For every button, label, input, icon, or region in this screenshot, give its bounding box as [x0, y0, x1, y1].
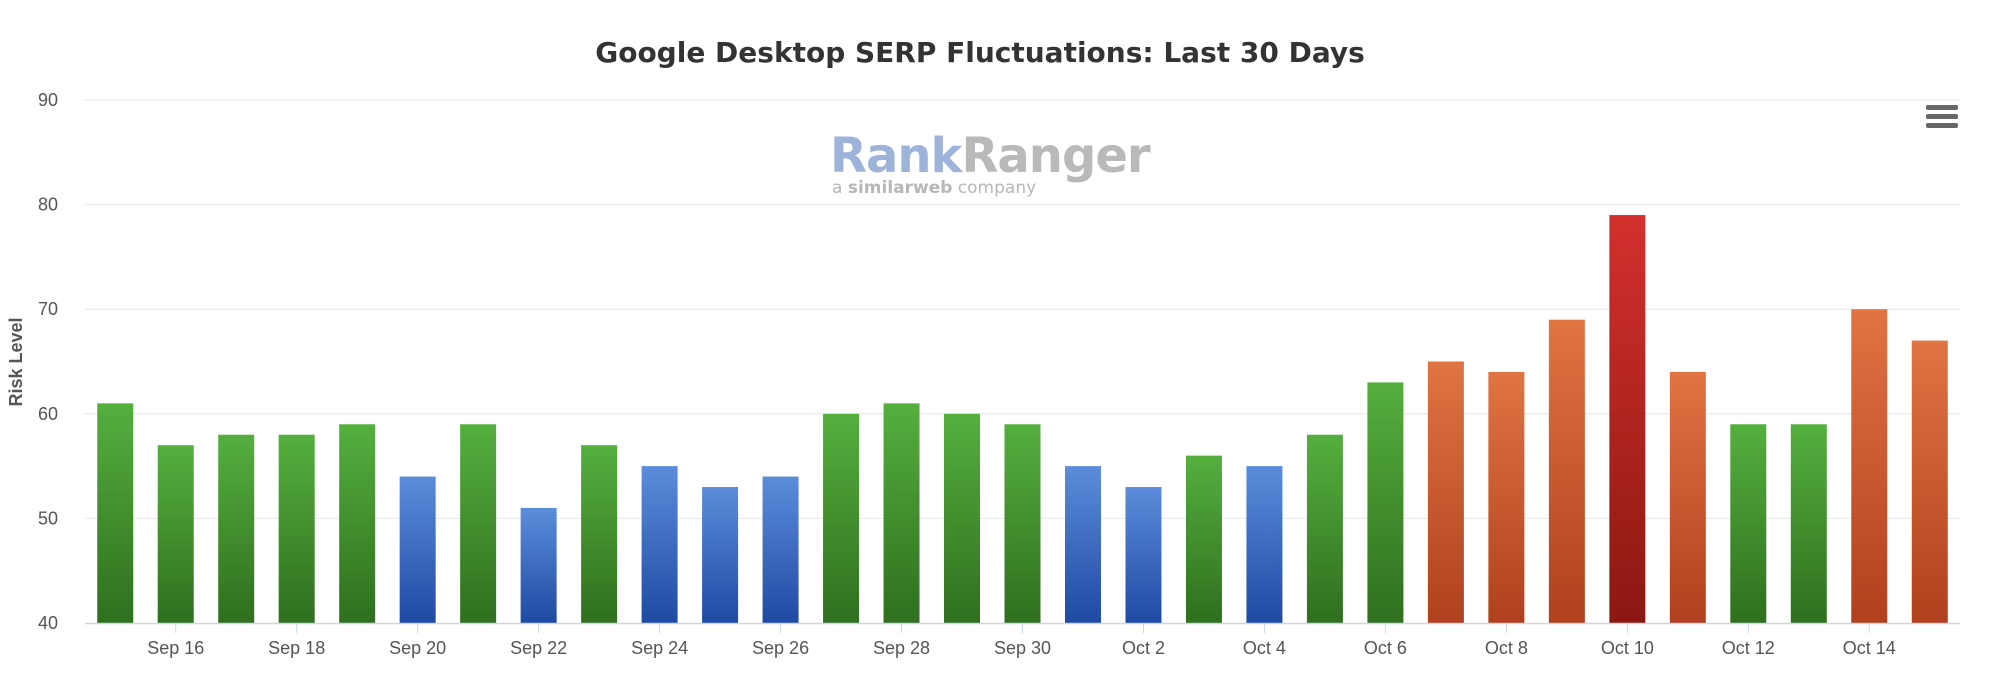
logo-tagline-brand: similarweb [847, 178, 953, 198]
chart-menu-icon[interactable] [1926, 105, 1958, 133]
bar[interactable] [460, 424, 497, 623]
x-tick-label: Oct 6 [1364, 638, 1407, 658]
logo-tagline: a similarweb company [832, 178, 1150, 198]
bars [97, 215, 1948, 623]
bar[interactable] [1064, 466, 1101, 623]
bar[interactable] [944, 413, 981, 623]
bar[interactable] [520, 507, 557, 623]
bar[interactable] [399, 476, 436, 623]
bar[interactable] [1125, 487, 1162, 623]
bar[interactable] [1851, 309, 1888, 623]
x-tick-label: Sep 16 [147, 638, 204, 658]
bar[interactable] [157, 445, 194, 623]
x-tick-label: Sep 22 [510, 638, 567, 658]
bar[interactable] [823, 413, 860, 623]
bar[interactable] [1609, 215, 1646, 623]
x-tick-label: Sep 28 [873, 638, 930, 658]
x-tick-label: Oct 10 [1601, 638, 1654, 658]
y-tick-label: 60 [38, 404, 58, 424]
x-tick-label: Sep 18 [268, 638, 325, 658]
x-tick-label: Oct 4 [1243, 638, 1286, 658]
bar[interactable] [278, 434, 315, 623]
bar[interactable] [1730, 424, 1767, 623]
bar[interactable] [641, 466, 678, 623]
logo-tagline-suffix: company [952, 178, 1037, 198]
bar[interactable] [762, 476, 799, 623]
chart-title: Google Desktop SERP Fluctuations: Last 3… [595, 36, 1365, 69]
bar[interactable] [1367, 382, 1404, 623]
x-tick-label: Sep 24 [631, 638, 688, 658]
x-tick-label: Oct 2 [1122, 638, 1165, 658]
bar[interactable] [581, 445, 618, 623]
bar[interactable] [339, 424, 376, 623]
bar[interactable] [1669, 371, 1706, 623]
y-tick-label: 40 [38, 613, 58, 633]
bar[interactable] [1548, 319, 1585, 623]
x-tick-label: Sep 20 [389, 638, 446, 658]
x-tick-label: Sep 26 [752, 638, 809, 658]
logo-tagline-prefix: a [832, 178, 848, 198]
bar[interactable] [883, 403, 920, 623]
bar[interactable] [1427, 361, 1464, 624]
logo-brand-part2: Ranger [961, 128, 1150, 184]
watermark-logo: RankRanger a similarweb company [830, 128, 1151, 200]
y-tick-label: 80 [38, 195, 58, 215]
y-tick-label: 90 [38, 90, 58, 110]
bar[interactable] [1185, 455, 1222, 623]
x-tick-label: Oct 8 [1485, 638, 1528, 658]
grid-lines [85, 99, 1960, 519]
bar[interactable] [1790, 424, 1827, 623]
y-tick-label: 50 [38, 508, 58, 528]
logo-brand-part1: Rank [830, 128, 962, 184]
axes: 40 50 60 70 80 90 Sep 16 Sep 18 Sep 20 Sep 22 Sep … [38, 90, 1960, 658]
y-axis-title: Risk Level [6, 317, 26, 406]
bar[interactable] [702, 487, 739, 623]
bar[interactable] [218, 434, 255, 623]
bar[interactable] [1246, 466, 1283, 623]
bar[interactable] [1306, 434, 1343, 623]
bar[interactable] [1911, 340, 1948, 623]
x-tick-label: Oct 14 [1843, 638, 1896, 658]
bar[interactable] [97, 403, 134, 623]
bar[interactable] [1488, 371, 1525, 623]
bar[interactable] [1004, 424, 1041, 623]
x-tick-label: Sep 30 [994, 638, 1051, 658]
x-tick-label: Oct 12 [1722, 638, 1775, 658]
y-tick-label: 70 [38, 299, 58, 319]
